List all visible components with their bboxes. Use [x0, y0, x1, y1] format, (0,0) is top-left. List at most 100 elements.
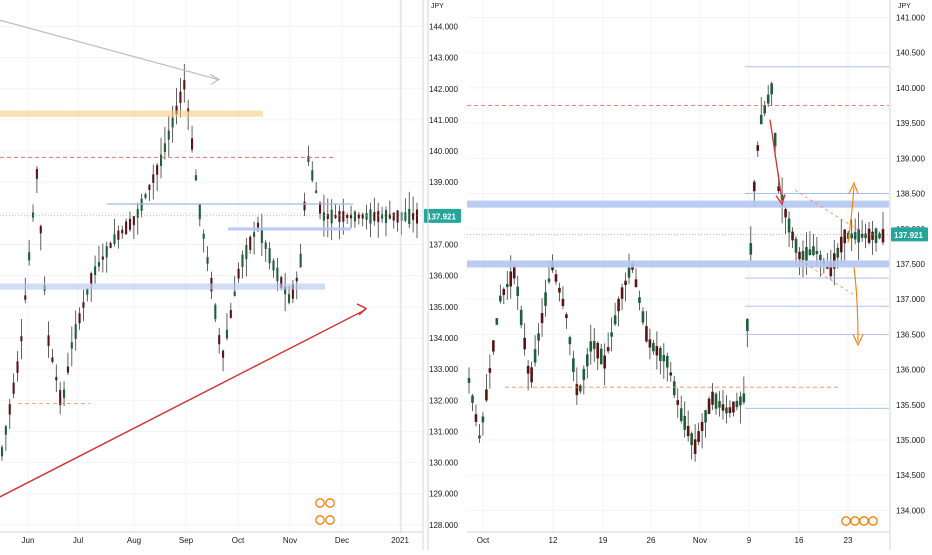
candle-body — [284, 286, 287, 295]
candle-body — [478, 435, 481, 439]
candle-body — [218, 335, 221, 345]
candle-body — [561, 298, 565, 307]
candle-body — [558, 287, 561, 293]
y-tick-label: 133.000 — [429, 365, 458, 374]
y-tick-label: 134.000 — [896, 506, 925, 515]
candle-body — [59, 390, 62, 406]
candle-body — [90, 273, 93, 284]
candle-body — [179, 91, 182, 103]
candle-body — [373, 212, 376, 221]
event-marker-icon — [868, 516, 878, 526]
candle-body — [599, 348, 603, 365]
candle-body — [295, 277, 298, 282]
candle-body — [645, 326, 648, 342]
candle-body — [222, 350, 225, 358]
candle-body — [229, 309, 232, 318]
candle-body — [396, 210, 399, 223]
candle-body — [78, 313, 81, 324]
candle-body — [526, 365, 530, 374]
candle-body — [291, 284, 294, 299]
event-marker-icon — [325, 498, 335, 508]
candle-body — [603, 355, 606, 369]
candle-body — [530, 367, 533, 383]
candle-body — [109, 242, 112, 248]
candle-body — [704, 410, 707, 423]
candle-body — [554, 274, 558, 282]
down-arrow — [769, 119, 783, 201]
candle-body — [568, 337, 572, 345]
candle-body — [136, 209, 139, 218]
candle-body — [249, 236, 252, 250]
candle-body — [357, 214, 360, 219]
y-tick-label: 137.000 — [429, 241, 458, 250]
candle-body — [264, 242, 267, 249]
candle-body — [125, 221, 128, 235]
event-marker-icon — [315, 515, 325, 525]
candle-body — [648, 339, 652, 348]
x-tick-label: Nov — [283, 536, 297, 545]
candle-body — [303, 201, 306, 211]
candle-body — [547, 278, 551, 282]
candle-body — [662, 354, 666, 362]
arrow-head — [775, 194, 786, 206]
candle-body — [499, 295, 502, 302]
candle-body — [787, 218, 791, 233]
candle-body — [86, 288, 89, 295]
candle-body — [245, 244, 248, 260]
x-tick-label: Oct — [477, 536, 490, 545]
candle-body — [683, 415, 686, 430]
candle-body — [829, 261, 833, 277]
candle-body — [365, 213, 368, 220]
y-tick-label: 130.000 — [429, 459, 458, 468]
candle-body — [638, 297, 641, 303]
candle-body — [322, 212, 325, 221]
candle-body — [606, 347, 610, 352]
candle-body — [276, 267, 279, 282]
candle-body — [770, 83, 773, 95]
x-tick-label: 12 — [549, 536, 558, 545]
y-tick-label: 139.000 — [896, 154, 925, 163]
candle-body — [666, 356, 669, 368]
y-tick-label: 134.000 — [429, 334, 458, 343]
candle-body — [746, 319, 749, 331]
candle-body — [187, 108, 190, 112]
candle-body — [798, 251, 801, 260]
candle-body — [801, 251, 805, 260]
candle-body — [533, 349, 537, 363]
candle-body — [315, 190, 318, 194]
x-tick-label: Dec — [335, 536, 349, 545]
candle-body — [117, 230, 120, 240]
candle-body — [864, 233, 867, 239]
candle-body — [690, 433, 693, 446]
candle-body — [338, 211, 341, 222]
candle-body — [167, 130, 170, 140]
candle-body — [752, 181, 756, 192]
candle-body — [871, 231, 874, 240]
down-arrow — [853, 267, 859, 342]
candle-body — [627, 267, 631, 278]
candle-body — [711, 391, 714, 405]
candle-body — [592, 341, 596, 350]
candle-body — [495, 318, 499, 325]
candle-body — [742, 393, 746, 403]
candle-body — [8, 404, 11, 415]
x-tick-label: Oct — [232, 536, 245, 545]
candle-body — [330, 209, 333, 224]
y-tick-label: 135.500 — [896, 401, 925, 410]
candle-body — [132, 216, 135, 226]
candle-body — [519, 309, 523, 326]
candle-body — [505, 283, 509, 288]
candle-body — [47, 335, 50, 346]
candle-body — [471, 395, 474, 403]
candle-body — [485, 389, 488, 401]
arrow-head — [848, 181, 859, 194]
candle-body — [12, 382, 15, 394]
candle-body — [805, 247, 808, 261]
candle-body — [572, 358, 575, 372]
candle-body — [718, 401, 721, 408]
y-tick-label: 141.000 — [896, 14, 925, 23]
y-tick-label: 132.000 — [429, 396, 458, 405]
candle-body — [669, 372, 673, 376]
candle-body — [280, 277, 283, 288]
